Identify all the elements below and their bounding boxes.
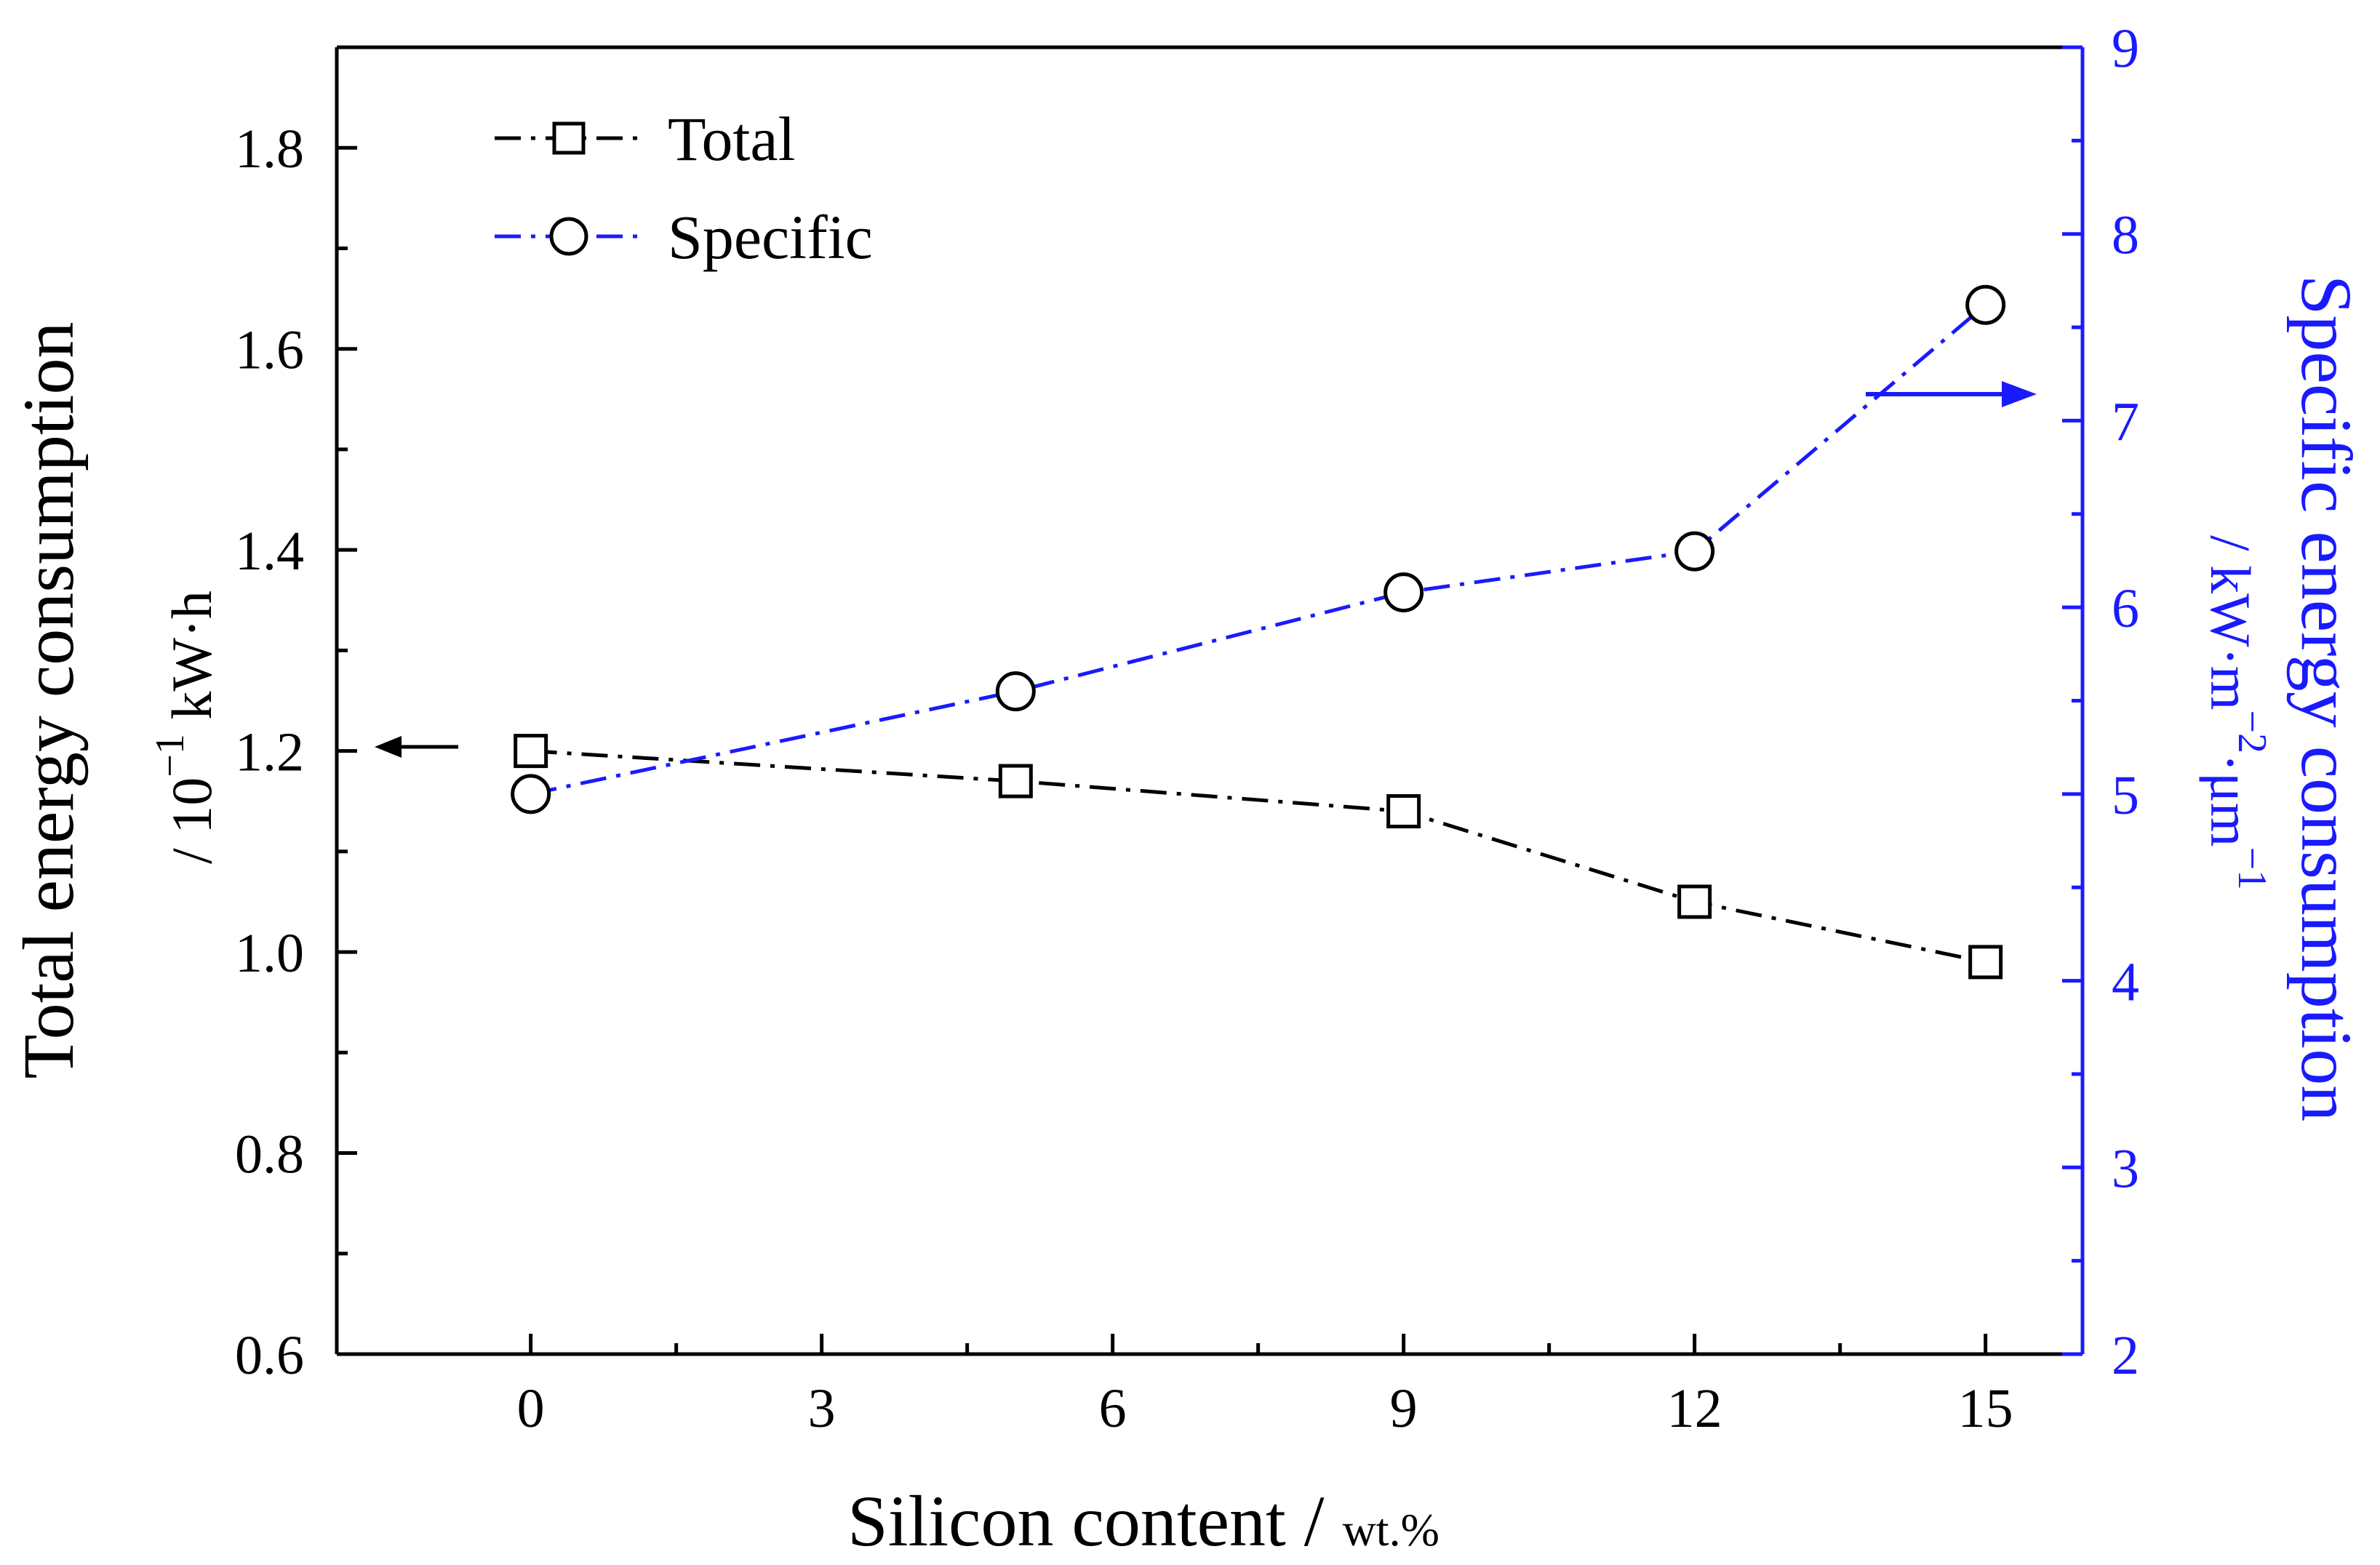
- right-tick-label: 2: [2112, 1325, 2139, 1386]
- total-point: [514, 734, 548, 769]
- right-axis-unit: / kW·m−2·μm−1: [2199, 535, 2275, 890]
- plot-frame: [335, 45, 2085, 1356]
- left-tick-label: 1.6: [235, 320, 304, 381]
- left-tick-label: 1.2: [235, 722, 304, 783]
- left-axis-unit: / 10−1 kW·h: [148, 591, 223, 864]
- right-tick-label: 6: [2112, 578, 2139, 639]
- left-tick-label: 1.4: [235, 521, 304, 582]
- specific-point: [511, 774, 551, 814]
- legend-item-total: Total: [495, 104, 796, 174]
- left-axis-ticks: 0.6 0.8 1.0 1.2 1.4 1.6 1.8: [235, 119, 357, 1386]
- left-axis-arrow: [375, 736, 458, 758]
- x-tick-label: 15: [1958, 1378, 2013, 1439]
- total-point: [1386, 794, 1421, 829]
- series-layer: [511, 284, 2006, 980]
- x-tick-label: 9: [1390, 1378, 1418, 1439]
- total-point: [998, 764, 1033, 798]
- right-tick-label: 9: [2112, 18, 2139, 79]
- x-tick-label: 0: [517, 1378, 545, 1439]
- left-axis-title: Total energy consumption: [8, 322, 89, 1079]
- right-tick-label: 7: [2112, 391, 2139, 452]
- left-tick-label: 1.0: [235, 923, 304, 984]
- series-line-total: [530, 749, 1986, 964]
- right-tick-label: 3: [2112, 1138, 2139, 1199]
- total-point: [1968, 945, 2003, 980]
- series-line-specific: [530, 303, 1987, 796]
- legend-label-total: Total: [668, 104, 796, 174]
- x-tick-label: 12: [1667, 1378, 1722, 1439]
- legend-item-specific: Specific: [495, 202, 873, 272]
- specific-point: [995, 671, 1036, 712]
- specific-point: [1383, 572, 1424, 613]
- left-tick-label: 0.6: [235, 1325, 304, 1386]
- right-axis-ticks: 2 3 4 5 6 7 8 9: [2062, 18, 2139, 1386]
- specific-point: [1674, 531, 1715, 572]
- legend-label-specific: Specific: [668, 202, 873, 272]
- legend-circle-marker: [549, 217, 588, 256]
- total-point: [1677, 884, 1712, 919]
- x-axis-title: Silicon content / wt.%: [847, 1481, 1439, 1561]
- specific-point: [1965, 284, 2006, 325]
- x-tick-label: 6: [1099, 1378, 1127, 1439]
- right-tick-label: 4: [2112, 952, 2139, 1013]
- legend: Total Specific: [495, 104, 873, 272]
- legend-square-marker: [552, 121, 586, 155]
- right-axis-title: Specific energy consumption: [2286, 275, 2367, 1122]
- x-axis-ticks: 0 3 6 9 12 15: [517, 1334, 2013, 1439]
- x-tick-label: 3: [808, 1378, 836, 1439]
- left-tick-label: 0.8: [235, 1124, 304, 1185]
- right-tick-label: 5: [2112, 765, 2139, 826]
- right-axis-arrow: [1866, 381, 2037, 407]
- left-tick-label: 1.8: [235, 119, 304, 180]
- right-tick-label: 8: [2112, 205, 2139, 266]
